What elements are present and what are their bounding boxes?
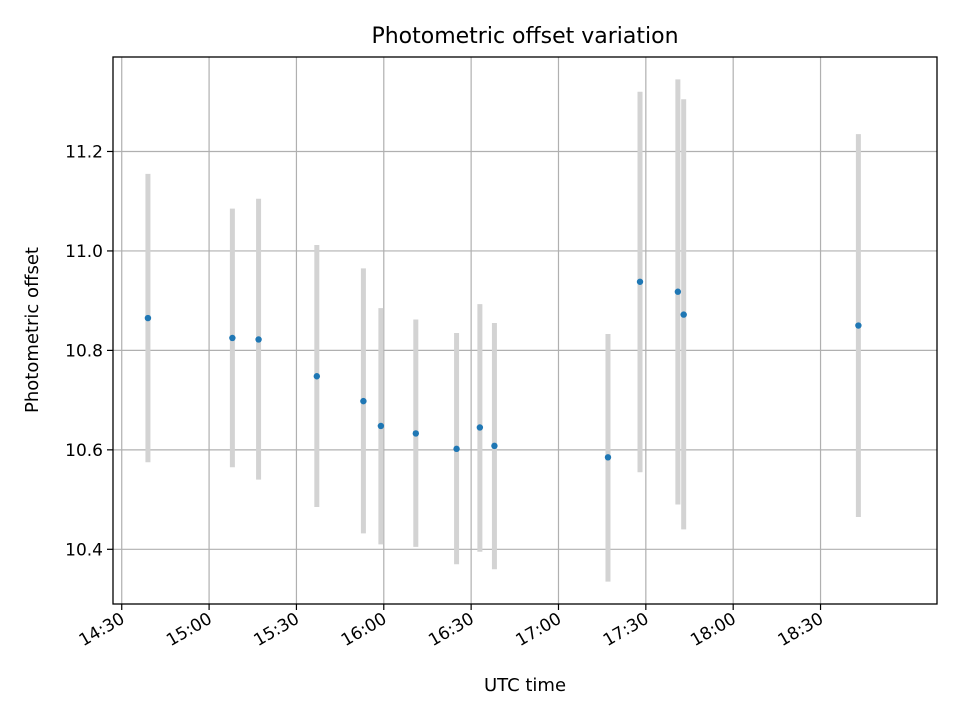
- x-tick-label: 16:30: [425, 609, 477, 651]
- x-tick-label: 18:00: [687, 609, 739, 651]
- data-point: [680, 311, 687, 318]
- y-tick-label: 10.6: [65, 441, 103, 461]
- data-point: [674, 288, 682, 295]
- x-axis-label: UTC time: [484, 675, 566, 696]
- data-point: [412, 430, 420, 437]
- grid-layer: [113, 57, 937, 604]
- y-axis-label: Photometric offset: [22, 247, 43, 413]
- y-tick-label: 10.4: [65, 540, 103, 560]
- error-bar-layer: [145, 79, 861, 582]
- plot-frame: [112, 56, 938, 605]
- data-point: [636, 278, 644, 285]
- data-point: [491, 442, 498, 450]
- data-point: [855, 322, 862, 329]
- x-tick-label: 15:30: [250, 609, 302, 651]
- x-tick-label: 18:30: [775, 609, 827, 651]
- data-point: [255, 336, 262, 343]
- data-point: [377, 422, 385, 430]
- y-tick-label: 10.8: [65, 341, 103, 361]
- x-tick-label: 14:30: [76, 609, 128, 651]
- chart-title: Photometric offset variation: [371, 24, 678, 49]
- data-point: [604, 454, 612, 461]
- tick-layer: 14:30 15:00 15:30 16:00 16:30 17:00 17:30 18:00…: [65, 142, 827, 650]
- data-point: [453, 445, 460, 453]
- x-tick-label: 16:00: [338, 609, 390, 651]
- x-tick-label: 17:30: [600, 609, 652, 651]
- x-tick-label: 17:00: [513, 609, 565, 651]
- y-tick-label: 11.2: [65, 142, 103, 162]
- data-point-layer: [144, 278, 862, 461]
- x-tick-label: 15:00: [163, 609, 215, 651]
- data-point: [313, 373, 321, 380]
- data-point: [476, 424, 484, 431]
- data-point: [360, 397, 367, 405]
- data-point: [229, 334, 236, 342]
- y-tick-label: 11.0: [65, 242, 103, 262]
- data-point: [144, 314, 152, 322]
